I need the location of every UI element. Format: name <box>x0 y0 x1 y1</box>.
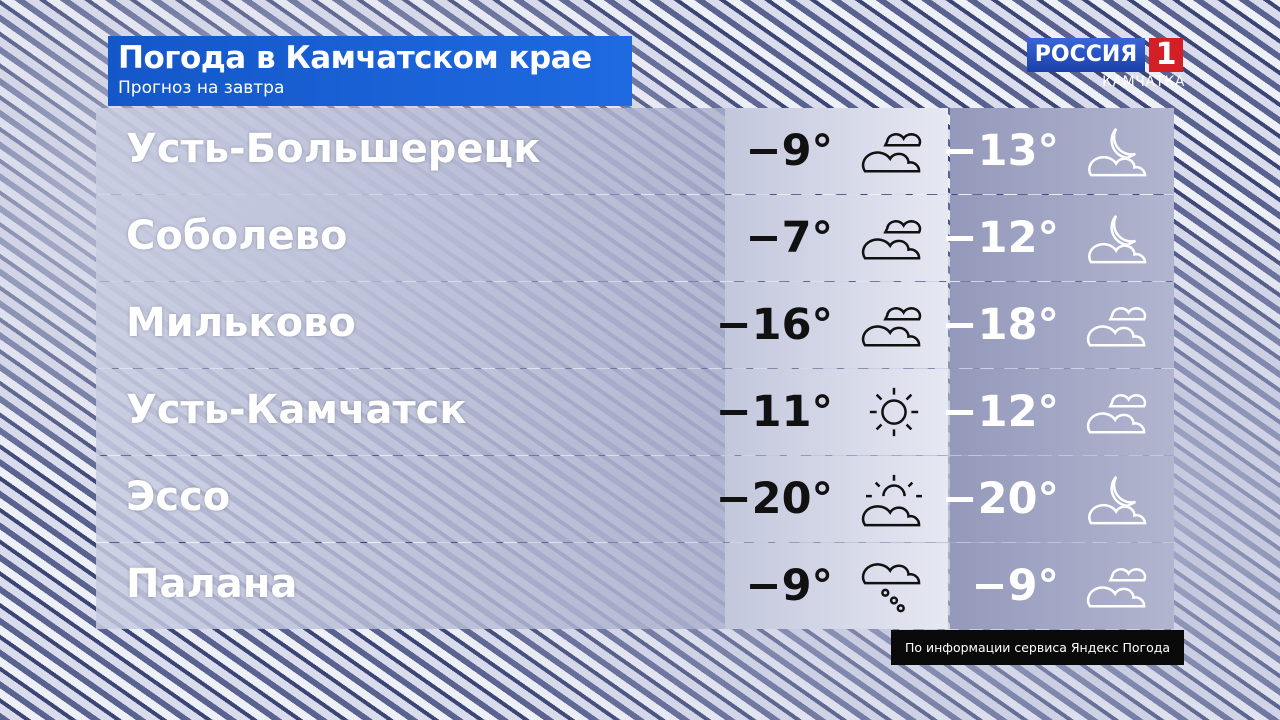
page-title: Погода в Камчатском крае <box>118 40 592 76</box>
city-name: Мильково <box>126 300 356 346</box>
moon-cloud-icon <box>1088 127 1147 177</box>
city-name: Эссо <box>126 474 231 520</box>
day-cell: −11° <box>716 369 948 455</box>
day-cell: −20° <box>716 456 948 542</box>
city-cell: Палана <box>96 543 725 629</box>
city-name: Соболево <box>126 213 348 259</box>
sun-cloud-icon <box>861 473 924 527</box>
day-cell: −7° <box>725 195 948 281</box>
day-cell: −16° <box>716 282 948 368</box>
page-subtitle: Прогноз на завтра <box>118 78 285 98</box>
forecast-row: Усть-Большерецк −9° −13° <box>96 108 1174 195</box>
logo-number: 1 <box>1149 38 1183 72</box>
day-temperature: −20° <box>715 474 833 524</box>
day-temperature: −11° <box>715 387 833 437</box>
night-cell: −18° <box>942 282 1174 368</box>
city-cell: Соболево <box>96 195 725 281</box>
city-name: Усть-Камчатск <box>126 387 467 433</box>
forecast-row: Палана −9° −9° <box>96 543 1174 630</box>
day-temperature: −7° <box>745 213 833 263</box>
snow-cloud-icon <box>861 563 921 613</box>
source-caption: По информации сервиса Яндекс Погода <box>891 630 1184 665</box>
channel-logo: РОССИЯ 1 КАМЧАТКА <box>1027 38 1187 94</box>
logo-region: КАМЧАТКА <box>1102 74 1185 90</box>
forecast-row: Усть-Камчатск −11° −12° <box>96 369 1174 456</box>
city-cell: Усть-Большерецк <box>96 108 725 194</box>
city-name: Усть-Большерецк <box>126 126 541 172</box>
sun-icon <box>868 386 920 438</box>
moon-cloud-icon <box>1088 214 1147 264</box>
cloudy-icon <box>861 307 922 347</box>
logo-brand: РОССИЯ <box>1027 38 1145 72</box>
city-cell: Мильково <box>96 282 725 368</box>
day-temperature: −16° <box>715 300 833 350</box>
forecast-row: Эссо −20° −20° <box>96 456 1174 543</box>
night-cell: −12° <box>942 369 1174 455</box>
night-temperature: −9° <box>971 561 1059 611</box>
cloudy-icon <box>1086 568 1147 608</box>
cloudy-icon <box>1086 307 1147 347</box>
night-cell: −20° <box>942 456 1174 542</box>
night-temperature: −20° <box>941 474 1059 524</box>
day-cell: −9° <box>725 108 948 194</box>
city-cell: Усть-Камчатск <box>96 369 725 455</box>
night-cell: −13° <box>942 108 1174 194</box>
day-temperature: −9° <box>745 126 833 176</box>
forecast-row: Соболево −7° −12° <box>96 195 1174 282</box>
day-cell: −9° <box>725 543 948 629</box>
night-cell: −9° <box>950 543 1174 629</box>
night-temperature: −18° <box>941 300 1059 350</box>
title-box: Погода в Камчатском крае Прогноз на завт… <box>108 36 632 106</box>
city-name: Палана <box>126 561 298 607</box>
day-temperature: −9° <box>745 561 833 611</box>
forecast-row: Мильково −16° −18° <box>96 282 1174 369</box>
cloudy-icon <box>1086 394 1147 434</box>
cloudy-icon <box>861 220 922 260</box>
city-cell: Эссо <box>96 456 725 542</box>
night-temperature: −12° <box>941 387 1059 437</box>
night-cell: −12° <box>942 195 1174 281</box>
night-temperature: −13° <box>941 126 1059 176</box>
cloudy-icon <box>861 133 922 173</box>
forecast-table: Усть-Большерецк −9° −13° Соболево −7° −1… <box>96 108 1174 630</box>
night-temperature: −12° <box>941 213 1059 263</box>
moon-cloud-icon <box>1088 475 1147 525</box>
